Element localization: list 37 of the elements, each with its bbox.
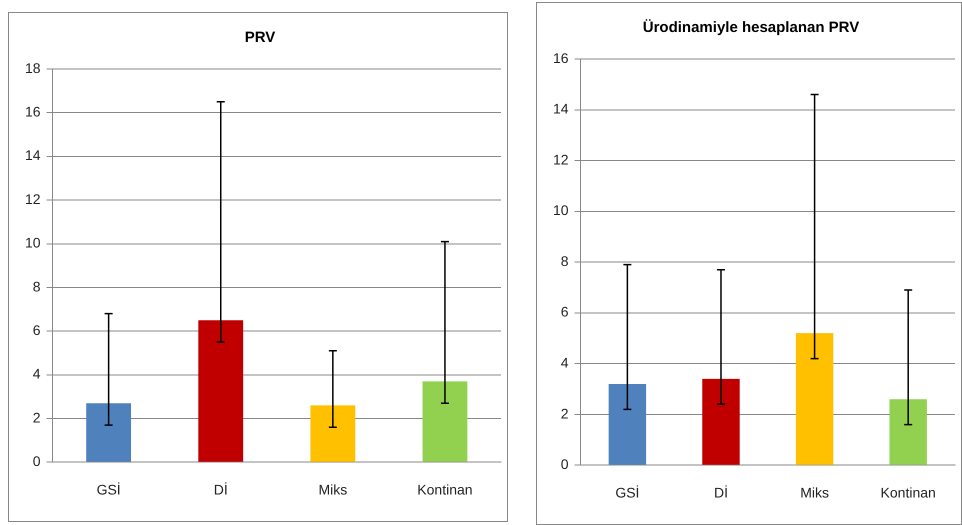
y-tick-label: 14 (552, 100, 569, 117)
x-tick-label: Kontinan (880, 484, 936, 500)
y-tick-label: 10 (552, 202, 569, 218)
x-tick-label: GSİ (96, 481, 121, 498)
x-tick-label: Kontinan (417, 481, 473, 498)
chart-title: Ürodinamiyle hesaplanan PRV (642, 19, 860, 36)
bar (198, 320, 244, 462)
x-tick-label: GSİ (615, 484, 640, 500)
y-tick-label: 6 (32, 322, 41, 338)
bar (310, 405, 356, 462)
y-tick-label: 6 (560, 304, 569, 320)
x-tick-label: Dİ (214, 481, 228, 498)
bar (608, 384, 646, 465)
bar (796, 333, 834, 465)
bar (889, 399, 927, 465)
bar (86, 403, 132, 462)
x-tick-label: Miks (318, 481, 348, 498)
y-tick-label: 12 (24, 190, 41, 207)
chart-title: PRV (244, 29, 276, 46)
y-tick-label: 4 (560, 354, 569, 371)
x-tick-label: Dİ (714, 484, 728, 500)
y-tick-label: 14 (24, 147, 41, 164)
y-tick-label: 0 (32, 453, 41, 470)
y-tick-label: 16 (552, 50, 569, 66)
y-tick-label: 18 (24, 60, 41, 76)
x-tick-label: Miks (800, 484, 829, 500)
bar (422, 381, 468, 462)
y-tick-label: 8 (32, 278, 41, 294)
y-tick-label: 10 (24, 234, 41, 251)
y-tick-label: 16 (24, 104, 41, 120)
y-tick-label: 12 (552, 151, 569, 168)
y-tick-label: 2 (32, 409, 41, 426)
y-tick-label: 2 (560, 405, 569, 422)
y-tick-label: 4 (32, 366, 41, 382)
y-tick-label: 8 (560, 252, 569, 269)
y-tick-label: 0 (560, 456, 569, 472)
bar (702, 378, 740, 465)
